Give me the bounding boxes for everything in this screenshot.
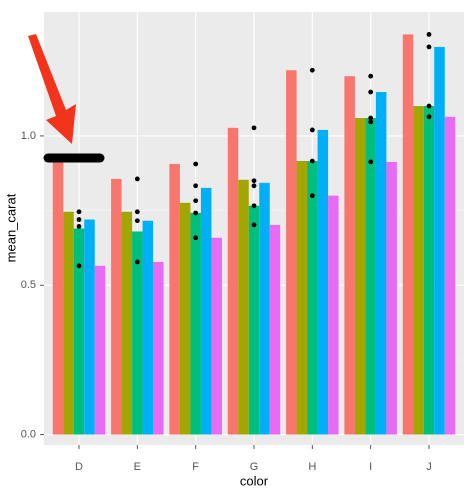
dot [134,176,140,182]
bar [354,118,366,435]
bar [111,178,122,435]
bar [444,116,456,435]
dot [251,125,257,131]
bar [317,129,329,435]
dot [368,89,374,95]
x-tick-label: F [192,461,199,473]
bar [121,211,133,435]
bar [286,70,297,435]
x-tick-label: G [250,461,259,473]
bar [153,261,164,435]
dot [251,183,257,189]
dot [251,178,257,184]
y-tick-label: 0.0 [21,428,36,440]
dot [251,222,257,228]
bar [296,161,308,435]
dot [251,203,257,209]
arrow [28,34,76,144]
dot [193,161,199,167]
y-axis-title: mean_carat [3,193,18,262]
annotation [28,34,105,163]
bar [84,219,95,435]
dot [134,209,140,215]
dot [193,210,199,216]
bar [434,46,445,435]
bar [365,118,376,435]
dot [193,235,199,241]
bar [190,212,201,435]
bar [142,220,154,435]
bar [413,106,424,435]
bar [386,161,397,435]
dot [368,159,374,165]
bar [344,76,355,435]
bar [227,127,239,435]
bar [328,195,339,435]
y-tick-label: 1.0 [21,130,36,142]
bar [169,163,180,435]
bar [179,202,191,435]
dot [193,183,199,189]
dot [309,193,315,199]
bar [52,156,64,435]
bar [132,231,143,435]
dot [368,115,374,121]
dot [309,127,315,133]
bar [73,228,85,435]
dot [134,218,140,224]
dot [426,103,432,109]
bar [259,182,270,435]
bar [238,179,249,435]
bar [269,224,281,435]
bar [211,237,222,435]
x-axis-title: color [240,473,269,488]
dot [134,259,140,265]
dot [309,67,315,73]
bar [307,161,318,435]
dot [368,119,374,125]
x-tick-label: J [426,461,432,473]
bar [423,106,435,435]
dot [76,263,82,269]
bar [402,34,414,435]
bar [94,265,106,435]
x-tick-label: E [134,461,141,473]
dot [426,31,432,37]
dot [426,44,432,50]
x-tick-label: H [308,461,316,473]
dot [193,198,199,204]
x-tick-label: I [369,461,372,473]
bar [200,187,212,435]
x-tick-label: D [75,461,83,473]
bar [63,211,74,435]
dot [368,73,374,79]
marks [52,31,456,435]
dot [309,158,315,164]
dot [76,209,82,215]
bar [375,92,387,435]
bar [248,205,260,435]
dot [426,114,432,120]
dot [76,224,82,229]
dot [76,217,82,222]
y-tick-label: 0.5 [21,279,36,291]
